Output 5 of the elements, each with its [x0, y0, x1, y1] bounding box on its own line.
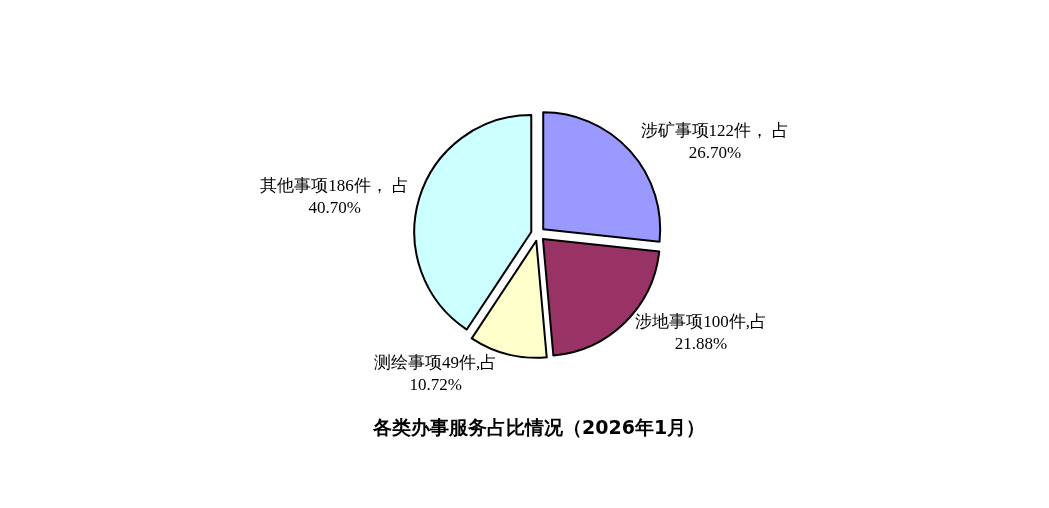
slice-label: 涉矿事项122件， 占 26.70%	[640, 121, 790, 163]
slice-label: 涉地事项100件,占 21.88%	[635, 312, 767, 354]
slice-label: 其他事项186件， 占 40.70%	[260, 176, 409, 218]
text: 各类办事服务占比情况（2026年1月）	[372, 416, 706, 438]
slice-label: 测绘事项49件,占 10.72%	[374, 352, 498, 395]
